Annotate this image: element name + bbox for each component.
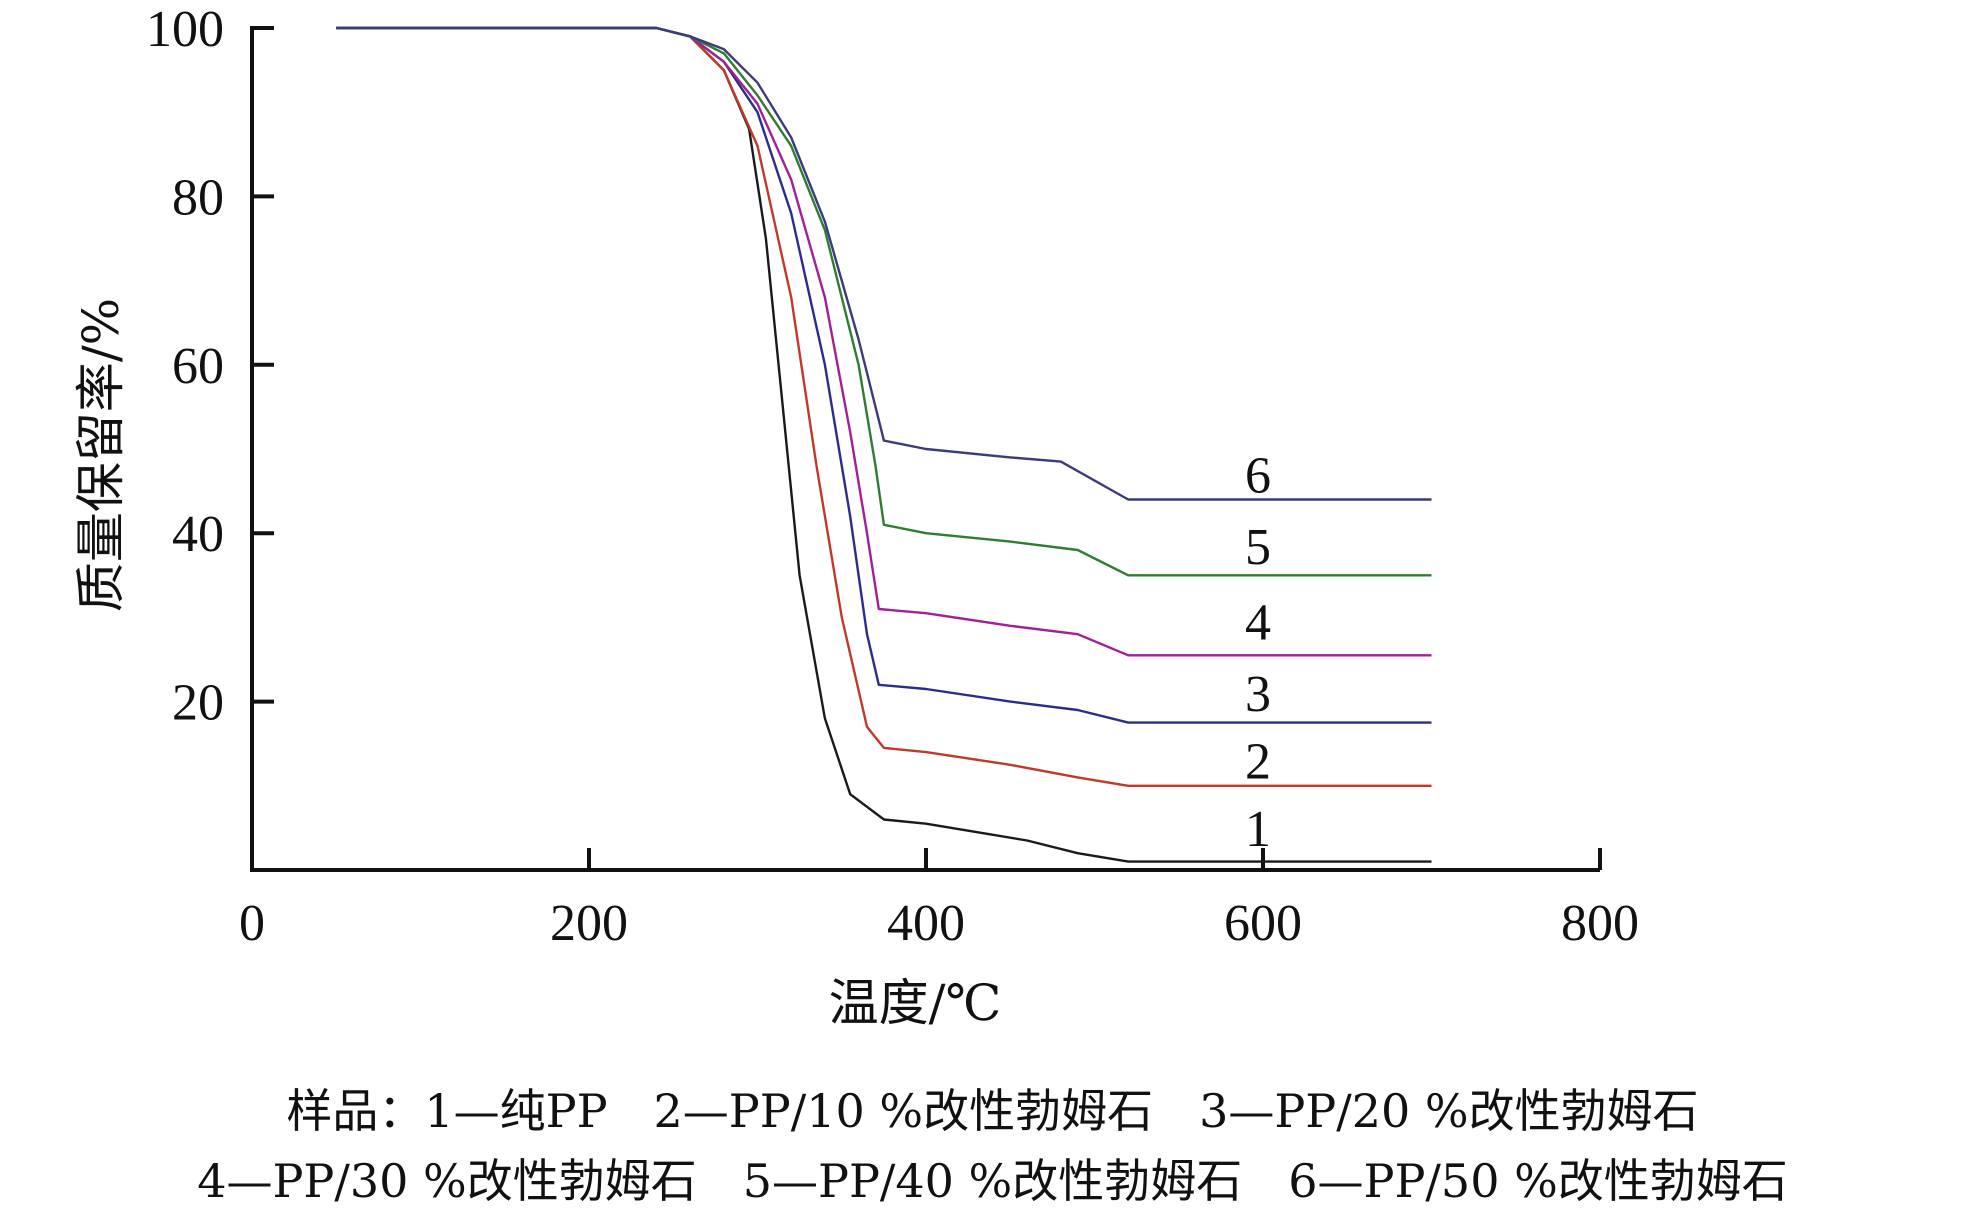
series-line-4 <box>336 26 1432 657</box>
legend-caption-line-2: 4—PP/30 %改性勃姆石 5—PP/40 %改性勃姆石 6—PP/50 %改… <box>197 1154 1788 1208</box>
series-line-6 <box>336 26 1432 501</box>
series-line-2 <box>336 26 1432 787</box>
y-tick-label: 100 <box>146 1 224 58</box>
y-tick-label: 20 <box>172 675 224 732</box>
y-tick-label: 40 <box>172 506 224 563</box>
series-label-5: 5 <box>1245 519 1271 576</box>
y-axis-title: 质量保留率/% <box>72 298 130 612</box>
x-tick-label: 200 <box>550 895 628 952</box>
x-axis-title: 温度/℃ <box>829 974 1002 1032</box>
tga-chart: 0 200 400 600 800 20 40 60 80 100 1 2 3 4 5 6 温度/℃ 质量保… <box>72 1 1639 1032</box>
x-tick-label: 400 <box>887 895 965 952</box>
chart-axes: 0 200 400 600 800 20 40 60 80 100 <box>146 1 1639 952</box>
x-tick-label: 800 <box>1561 895 1639 952</box>
series-label-3: 3 <box>1245 666 1271 723</box>
x-tick-label: 600 <box>1224 895 1302 952</box>
series-label-2: 2 <box>1245 734 1271 791</box>
series-label-6: 6 <box>1245 447 1271 504</box>
chart-labels: 1 2 3 4 5 6 <box>1245 447 1271 858</box>
chart-series <box>336 26 1432 863</box>
legend-caption-line-1: 样品：1—纯PP 2—PP/10 %改性勃姆石 3—PP/20 %改性勃姆石 <box>286 1084 1699 1138</box>
y-tick-label: 80 <box>172 169 224 226</box>
series-line-5 <box>336 26 1432 577</box>
x-tick-label: 0 <box>239 895 265 952</box>
y-tick-label: 60 <box>172 338 224 395</box>
series-label-4: 4 <box>1245 595 1271 652</box>
series-label-1: 1 <box>1245 801 1271 858</box>
